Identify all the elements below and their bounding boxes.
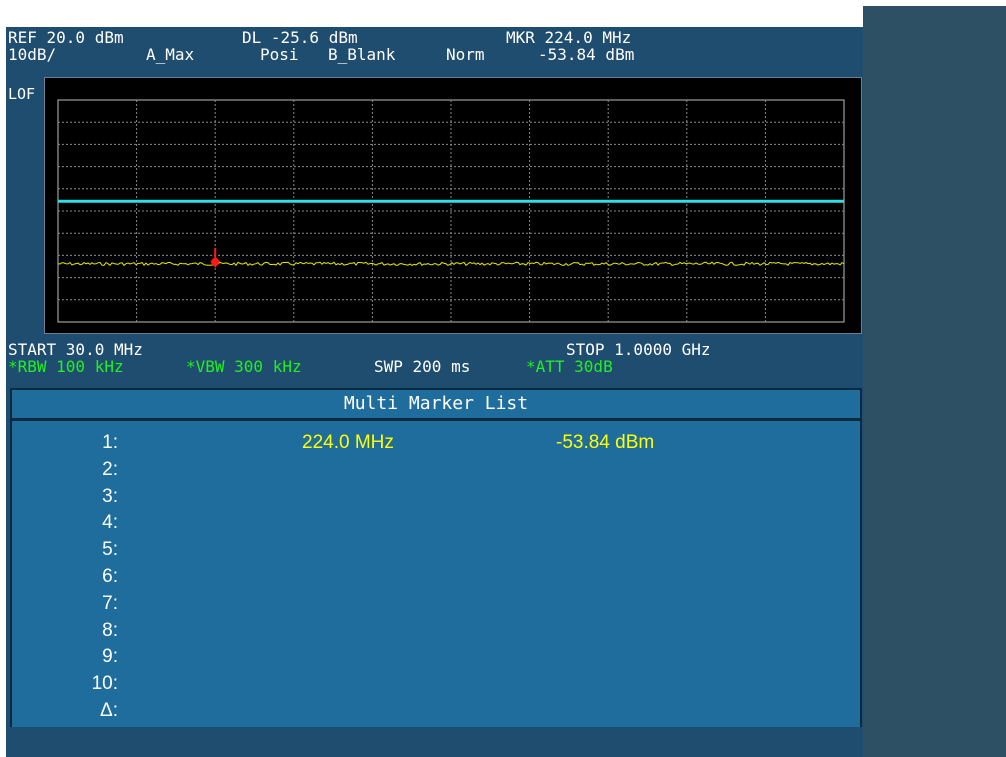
marker-row: 5: bbox=[12, 537, 860, 563]
marker-amplitude: -53.84 dBm bbox=[556, 432, 655, 453]
multi-marker-list: Multi Marker List 1: 224.0 MHz -53.84 dBm 2… bbox=[10, 388, 862, 730]
marker-index: 3: bbox=[102, 485, 118, 507]
bottom-strip bbox=[6, 727, 863, 757]
marker-row: 6: bbox=[12, 564, 860, 590]
marker-index: 4: bbox=[102, 512, 118, 534]
marker-list-title: Multi Marker List bbox=[12, 390, 860, 421]
marker-index: 5: bbox=[102, 539, 118, 561]
trace-a-label: A_Max bbox=[146, 45, 195, 64]
stop-freq-label: STOP 1.0000 GHz bbox=[566, 340, 711, 359]
marker-1-dot bbox=[211, 257, 220, 266]
marker-index: 7: bbox=[102, 592, 118, 614]
marker-index: 2: bbox=[102, 458, 118, 480]
marker-row: Δ: bbox=[12, 698, 860, 724]
side-panel bbox=[863, 6, 1006, 757]
sweep-mode-label: Norm bbox=[446, 45, 485, 64]
marker-freq-label: MKR 224.0 MHz bbox=[506, 28, 632, 47]
detector-label: Posi bbox=[260, 45, 299, 64]
analyzer-screen: REF 20.0 dBm DL -25.6 dBm MKR 224.0 MHz … bbox=[6, 27, 863, 757]
attenuation-label: *ATT 30dB bbox=[526, 357, 613, 376]
marker-row: 10: bbox=[12, 671, 860, 697]
marker-row: 9: bbox=[12, 644, 860, 670]
marker-index: Δ: bbox=[100, 700, 118, 721]
spectrum-svg bbox=[57, 99, 845, 323]
marker-row: 1: 224.0 MHz -53.84 dBm bbox=[12, 430, 860, 456]
vbw-label: *VBW 300 kHz bbox=[186, 357, 302, 376]
marker-index: 9: bbox=[102, 646, 118, 668]
marker-index: 1: bbox=[102, 432, 118, 453]
marker-row: 4: bbox=[12, 510, 860, 536]
spectrum-plot bbox=[44, 77, 862, 334]
rbw-label: *RBW 100 kHz bbox=[8, 357, 124, 376]
ref-level-label: REF 20.0 dBm bbox=[8, 28, 124, 47]
sweep-time-label: SWP 200 ms bbox=[374, 357, 471, 376]
marker-index: 6: bbox=[102, 566, 118, 587]
marker-index: 10: bbox=[91, 673, 118, 695]
start-freq-label: START 30.0 MHz bbox=[8, 340, 143, 359]
spectrum-trace bbox=[57, 261, 845, 267]
marker-row: 8: bbox=[12, 618, 860, 644]
marker-row: 7: bbox=[12, 591, 860, 617]
display-line-label: DL -25.6 dBm bbox=[242, 28, 358, 47]
lof-indicator: LOF bbox=[8, 85, 36, 103]
marker-index: 8: bbox=[102, 619, 118, 641]
trace-b-label: B_Blank bbox=[328, 45, 396, 64]
scale-label: 10dB/ bbox=[8, 45, 57, 64]
marker-frequency: 224.0 MHz bbox=[302, 432, 394, 453]
marker-amp-label: -53.84 dBm bbox=[538, 45, 635, 64]
marker-row: 2: bbox=[12, 457, 860, 483]
marker-row: 3: bbox=[12, 484, 860, 510]
